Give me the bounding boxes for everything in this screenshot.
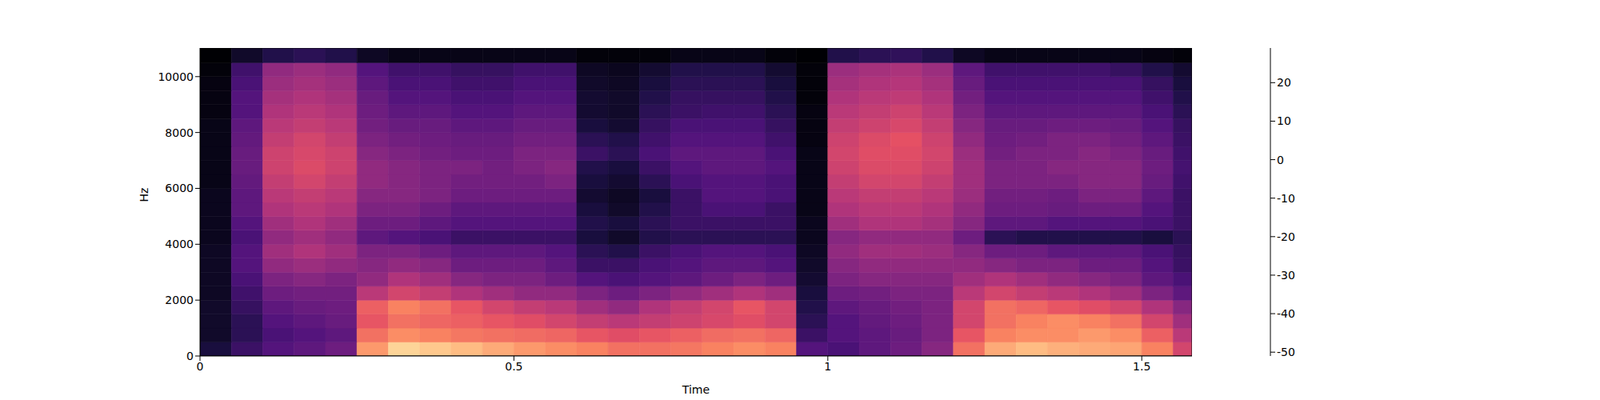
svg-text:-40: -40 [1276, 307, 1296, 320]
svg-text:-10: -10 [1276, 192, 1296, 205]
svg-text:0: 0 [196, 360, 204, 373]
svg-text:1.5: 1.5 [1132, 360, 1151, 373]
svg-text:-20: -20 [1276, 230, 1296, 244]
svg-text:10000: 10000 [157, 70, 194, 84]
svg-text:8000: 8000 [164, 126, 194, 140]
svg-text:6000: 6000 [164, 181, 194, 195]
svg-text:4000: 4000 [164, 237, 194, 251]
svg-text:20: 20 [1276, 76, 1292, 89]
svg-text:0: 0 [186, 349, 194, 363]
svg-text:10: 10 [1276, 114, 1292, 128]
svg-text:-50: -50 [1276, 345, 1296, 359]
svg-text:2000: 2000 [164, 293, 194, 307]
svg-text:0.5: 0.5 [504, 360, 523, 373]
svg-text:-30: -30 [1276, 268, 1296, 282]
svg-text:0: 0 [1276, 153, 1284, 167]
svg-text:Time: Time [681, 383, 710, 396]
svg-text:Hz: Hz [137, 188, 151, 203]
svg-text:1: 1 [824, 360, 832, 373]
